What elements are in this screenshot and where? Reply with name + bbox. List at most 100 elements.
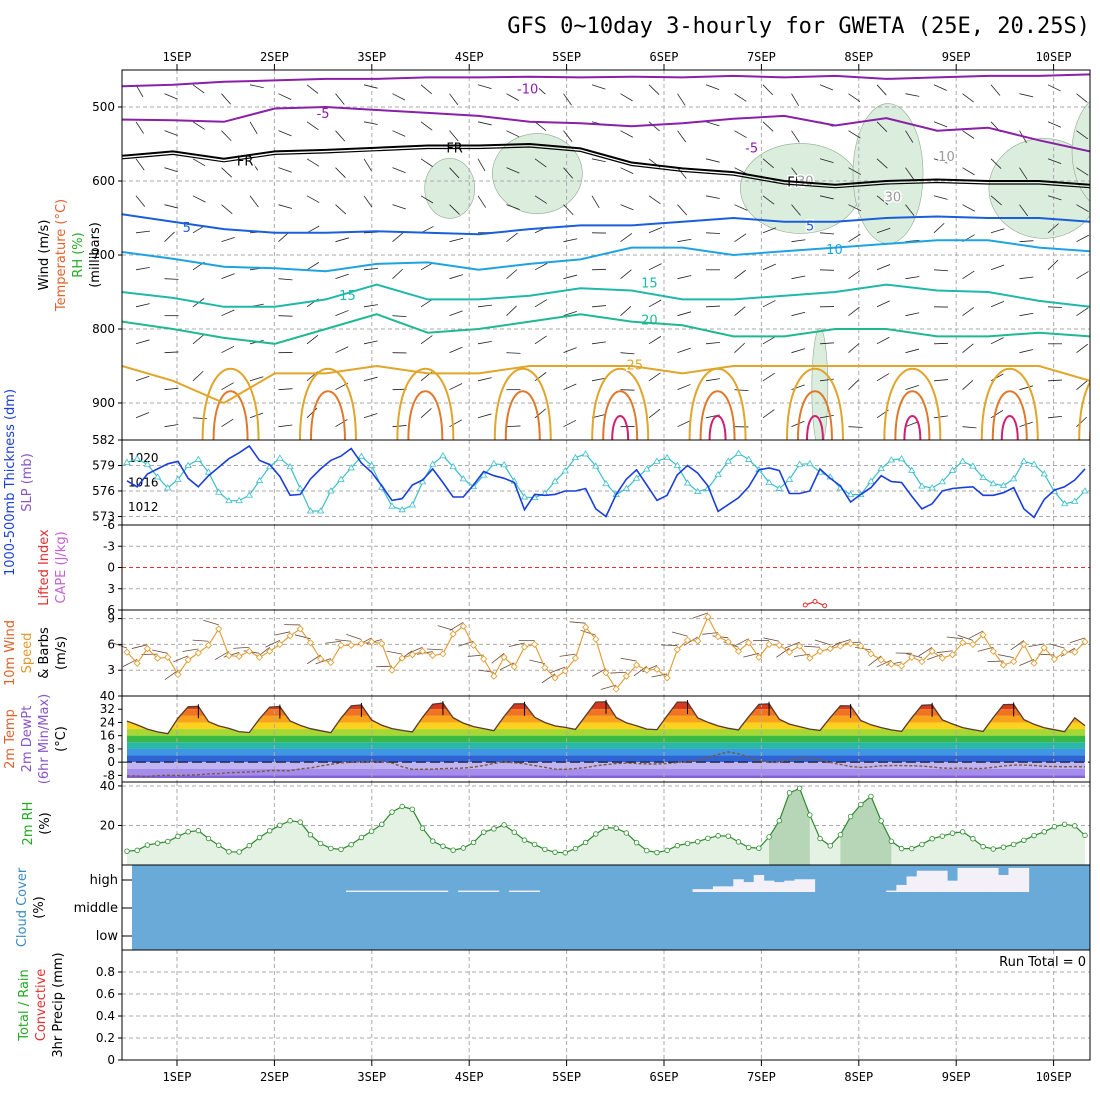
- wind-barb: [990, 410, 1004, 419]
- y-tick-label: 573: [92, 510, 115, 524]
- date-label-top: 6SEP: [650, 50, 679, 64]
- wind-barb: [610, 671, 627, 674]
- y-tick-label: -6: [103, 518, 115, 532]
- rh-marker: [633, 839, 640, 846]
- cloud-cover-bar: [957, 867, 969, 892]
- wind-barb: [534, 262, 548, 271]
- y-tick-label: 32: [100, 702, 115, 716]
- wind-barb: [477, 377, 492, 382]
- slp-marker: [429, 460, 437, 467]
- isotherm-cell: [883, 367, 942, 440]
- wind-speed-marker: [296, 625, 304, 633]
- wind-barb: [563, 274, 578, 280]
- wind-barb: [363, 304, 378, 308]
- wind-barb: [335, 273, 349, 280]
- wind-barb: [734, 233, 747, 243]
- rh-marker: [1082, 832, 1088, 839]
- rh-marker: [531, 841, 538, 848]
- wind-barb: [677, 238, 692, 243]
- wind-speed-marker: [154, 654, 162, 662]
- wind-speed-marker: [847, 639, 855, 648]
- wind-barb: [876, 227, 891, 234]
- wind-barb: [221, 204, 233, 214]
- wind-barb: [705, 158, 720, 163]
- wind-barb: [192, 195, 206, 203]
- wind-speed-marker: [918, 658, 926, 666]
- date-label-top: 3SEP: [357, 50, 386, 64]
- wind-barb: [131, 644, 148, 649]
- wind-barb: [363, 121, 378, 125]
- slp-marker: [694, 487, 702, 495]
- wind-barb: [164, 278, 179, 280]
- rh-marker: [256, 834, 263, 841]
- wind-barb: [221, 167, 233, 178]
- wind-barb: [346, 633, 362, 640]
- run-total-label: Run Total = 0: [999, 955, 1086, 970]
- wind-barb: [420, 335, 433, 345]
- wind-speed-marker: [510, 663, 518, 671]
- cloud-cover-bar: [407, 890, 418, 892]
- wind-speed-marker: [429, 652, 437, 660]
- rh-marker: [481, 829, 487, 835]
- date-label-bottom: 3SEP: [357, 1070, 386, 1084]
- rh-marker: [440, 843, 446, 849]
- wind-speed-marker: [225, 652, 233, 660]
- slp-marker: [765, 478, 773, 485]
- rh-marker: [134, 847, 140, 854]
- wind-barb: [962, 93, 974, 103]
- isotherm-cell: [1089, 424, 1090, 440]
- wind-speed-marker: [418, 647, 427, 655]
- wind-barb: [306, 121, 319, 131]
- cloud-cover-bar: [774, 882, 785, 892]
- rh-marker: [226, 849, 232, 855]
- cloud-cover-bar: [763, 880, 775, 892]
- rh-marker: [613, 825, 619, 831]
- wind-barb: [534, 195, 547, 204]
- slp-marker: [1081, 487, 1089, 494]
- slp-marker: [908, 466, 916, 473]
- slp-marker: [133, 455, 141, 462]
- cloud-cover-bar: [886, 890, 897, 892]
- wind-barb: [591, 158, 606, 163]
- wind-speed-marker: [276, 640, 284, 648]
- wind-barb: [905, 348, 920, 354]
- wind-barb: [962, 130, 975, 139]
- rh-marker: [705, 835, 711, 842]
- wind-barb: [1010, 640, 1025, 651]
- wind-barb: [791, 167, 801, 180]
- slp-marker: [143, 460, 152, 467]
- rh-marker: [847, 813, 854, 820]
- rh-marker: [949, 830, 956, 836]
- isotherm-cell: [980, 367, 1039, 440]
- wind-speed-marker: [520, 643, 529, 651]
- panel-ylabel: (millibars): [88, 222, 103, 288]
- wind-barb: [1076, 343, 1088, 353]
- wind-barb: [221, 382, 234, 391]
- wind-barb: [848, 233, 861, 243]
- wind-speed-marker: [592, 635, 600, 643]
- slp-marker: [551, 477, 559, 484]
- wind-barb: [559, 653, 576, 657]
- cloud-cover-bar: [519, 890, 530, 892]
- wind-barb: [962, 307, 975, 317]
- cloud-cover-bar: [437, 890, 449, 892]
- wind-barb: [1076, 271, 1089, 280]
- slp-marker: [347, 464, 355, 471]
- wind-barb: [135, 195, 146, 207]
- wind-barb: [905, 384, 919, 391]
- wind-barb: [449, 383, 463, 391]
- wind-barb: [648, 263, 662, 271]
- slp-marker: [948, 466, 957, 473]
- temperature-band: [127, 742, 1085, 749]
- contour-label: -5: [317, 107, 330, 122]
- wind-barb: [192, 121, 205, 130]
- rh-peak-area: [840, 796, 892, 865]
- date-label-top: 2SEP: [260, 50, 289, 64]
- y-tick-label: 0: [107, 561, 115, 575]
- wind-barb: [804, 645, 821, 648]
- slp-marker: [581, 450, 590, 457]
- date-label-top: 7SEP: [747, 50, 776, 64]
- wind-speed-marker: [215, 625, 223, 633]
- wind-barb: [182, 648, 199, 652]
- chart-title: GFS 0~10day 3-hourly for GWETA (25E, 20.…: [507, 14, 1090, 39]
